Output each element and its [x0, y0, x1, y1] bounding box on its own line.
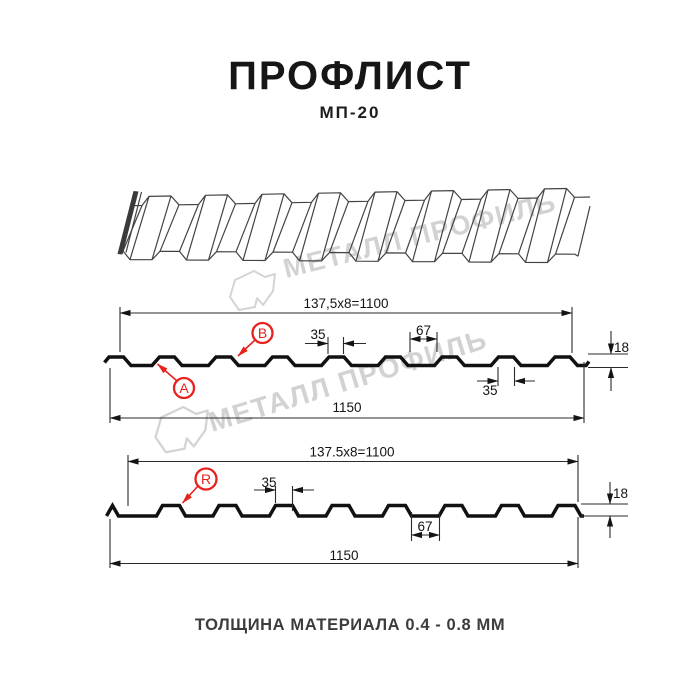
- label-r: R: [201, 471, 211, 487]
- profile-model-name: МП-20: [319, 103, 381, 122]
- dim-rib-top-width: 35: [310, 327, 325, 342]
- dim-total-width: 1150: [332, 400, 361, 415]
- dim-modular-width: 137.5x8=1100: [310, 445, 395, 460]
- dim-trough-width: 67: [416, 323, 431, 338]
- profile-section-top: 137,5x8=1100 35 67 18 35: [103, 296, 629, 423]
- profile-outline: [104, 501, 584, 518]
- dim-modular-width: 137,5x8=1100: [304, 296, 389, 311]
- watermark-text: МЕТАЛЛ ПРОФИЛЬ: [205, 323, 491, 437]
- profile-3d-sketch: [117, 187, 591, 264]
- material-thickness-caption: ТОЛЩИНА МАТЕРИАЛА 0.4 - 0.8 ММ: [194, 616, 506, 634]
- label-a: A: [179, 380, 189, 396]
- label-b: B: [258, 325, 267, 341]
- dim-total-width: 1150: [329, 548, 358, 563]
- label-b-circle: [251, 321, 274, 345]
- profile-outline: [103, 355, 591, 368]
- label-r-circle: [194, 467, 218, 491]
- page-title: ПРОФЛИСТ: [228, 54, 472, 98]
- dim-profile-height: 18: [613, 486, 628, 501]
- watermark-upper: МЕТАЛЛ ПРОФИЛЬ: [229, 187, 559, 311]
- dim-trough-width: 67: [417, 519, 432, 534]
- watermark-lower: МЕТАЛЛ ПРОФИЛЬ: [154, 323, 491, 454]
- profile-section-bottom: 137.5x8=1100 35 18 67 1150: [104, 445, 628, 568]
- dim-rib-top-width: 35: [261, 475, 276, 490]
- metall-profil-logo-icon: [229, 270, 276, 311]
- sheet-edge-left: [117, 191, 139, 255]
- dim-rib-bottom-width: 35: [482, 383, 497, 398]
- dim-profile-height: 18: [614, 340, 629, 355]
- metall-profil-logo-icon: [154, 405, 209, 454]
- label-a-circle: [172, 376, 196, 400]
